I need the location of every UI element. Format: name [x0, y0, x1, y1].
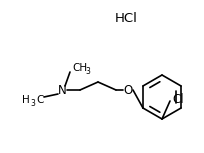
Text: 3: 3	[85, 67, 90, 75]
Text: N: N	[58, 84, 66, 97]
Text: 3: 3	[30, 99, 35, 108]
Text: O: O	[123, 84, 133, 97]
Text: C: C	[36, 95, 43, 105]
Text: CH: CH	[72, 63, 87, 73]
Text: HCl: HCl	[115, 11, 137, 24]
Text: Cl: Cl	[172, 93, 184, 106]
Text: H: H	[22, 95, 30, 105]
